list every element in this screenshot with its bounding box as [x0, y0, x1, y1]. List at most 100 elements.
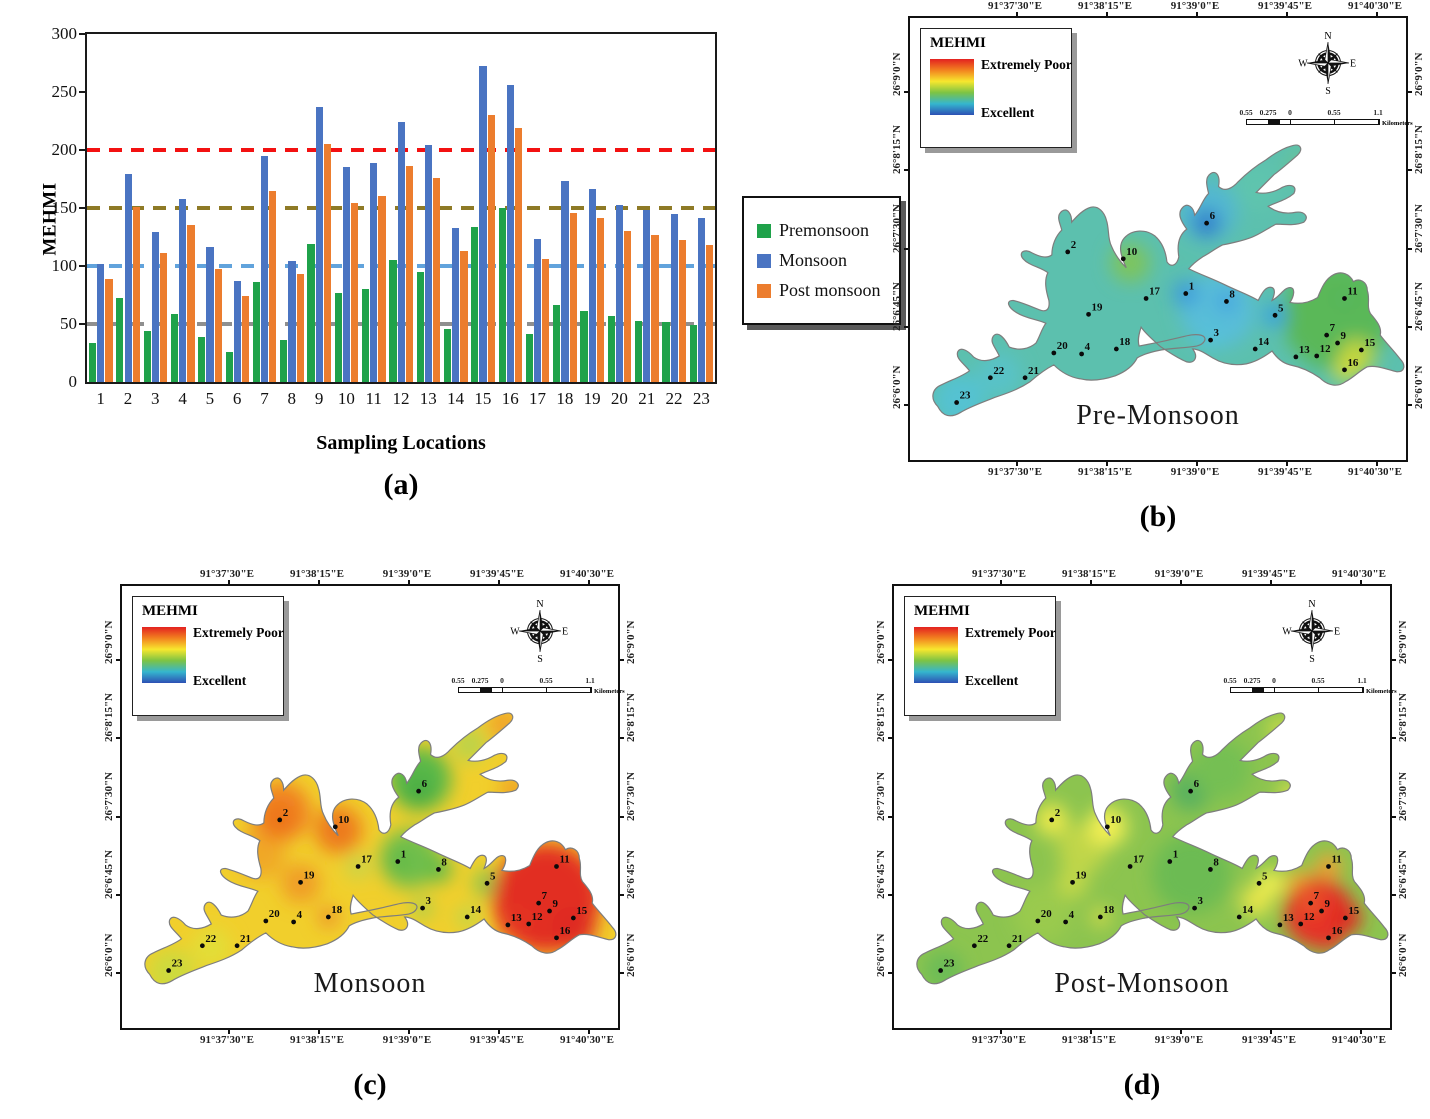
x-tick-label: 22: [665, 389, 683, 408]
sampling-point-22: [199, 943, 205, 949]
scale-bar-segments: [1246, 119, 1380, 125]
axis-tick: [888, 972, 894, 975]
axis-tick: [1106, 460, 1108, 466]
bar-premonsoon-7: [252, 282, 260, 382]
scale-bar: 0.55 0.275 0 0.55 1.1 Kilometers: [1239, 108, 1412, 132]
x-tick-label: 7: [260, 389, 269, 408]
bar-monsoon-11: [370, 162, 378, 382]
latitude-label: 26°7'30"N: [875, 771, 887, 821]
axis-tick: [1196, 460, 1198, 466]
latitude-label: 26°7'30"N: [1413, 203, 1425, 253]
sampling-point-label: 22: [977, 933, 988, 945]
sampling-point-15: [1342, 915, 1348, 921]
latitude-label: 26°9'0"N: [625, 620, 637, 664]
axis-tick: [618, 972, 624, 975]
sampling-point-label: 15: [1348, 905, 1359, 917]
sampling-point-label: 1: [401, 849, 406, 861]
sampling-point-16: [1342, 367, 1347, 373]
sampling-point-23: [938, 968, 944, 973]
x-tick-label: 2: [123, 389, 133, 408]
sampling-point-7: [1308, 900, 1314, 906]
y-tick-mark: [79, 149, 87, 151]
sampling-point-13: [1277, 922, 1283, 928]
sampling-point-17: [355, 864, 361, 869]
longitude-label: 91°39'0"E: [1170, 466, 1220, 478]
axis-tick: [116, 894, 122, 897]
sampling-point-label: 8: [1213, 856, 1219, 868]
sampling-point-15: [1358, 347, 1364, 353]
latitude-labels-right: 26°9'0"N 26°8'15"N 26°7'30"N 26°6'45"N 26°6'…: [1394, 584, 1412, 1030]
longitude-label: 91°38'15"E: [290, 568, 344, 580]
chart-legend: Premonsoon Monsoon Post monsoon: [742, 196, 901, 325]
axis-tick: [1376, 460, 1378, 466]
axis-tick: [498, 580, 500, 586]
sampling-point-label: 4: [297, 909, 303, 921]
sampling-point-6: [416, 788, 421, 794]
sampling-point-17: [1143, 296, 1149, 301]
sampling-point-label: 11: [1347, 286, 1357, 298]
axis-tick: [904, 169, 910, 172]
sampling-point-4: [1079, 351, 1084, 357]
bar-chart-plot-area: 0 50 100 150 200 250 300 1 2 3 4 5 6 7 8 9 10 11 12 13 14 15 1…: [52, 24, 717, 408]
scale-label: 0.55: [539, 676, 553, 685]
panel-a-letter: (a): [383, 468, 419, 501]
sampling-point-label: 20: [1057, 340, 1068, 352]
sampling-point-label: 17: [361, 854, 372, 866]
scale-unit: Kilometers: [1382, 120, 1413, 127]
axis-tick: [116, 972, 122, 975]
longitude-label: 91°39'45"E: [1242, 1034, 1296, 1046]
x-tick-label: 14: [447, 389, 465, 408]
axis-tick: [1360, 580, 1362, 586]
sampling-point-label: 16: [1347, 357, 1358, 369]
latitude-label: 26°6'0"N: [875, 933, 887, 978]
sampling-point-label: 5: [490, 870, 496, 882]
longitude-label: 91°38'15"E: [1062, 1034, 1116, 1046]
sampling-point-2: [277, 817, 283, 823]
latitude-labels-left: 26°9'0"N 26°8'15"N 26°7'30"N 26°6'45"N 26°6'…: [100, 584, 118, 1030]
scale-label: 0.275: [1243, 676, 1261, 685]
sampling-point-label: 12: [1320, 343, 1331, 355]
svg-text:S: S: [1309, 654, 1315, 665]
bar-post-monsoon-20: [624, 231, 632, 382]
scale-label: 1.1: [1373, 108, 1383, 117]
sampling-point-label: 19: [1092, 301, 1103, 313]
sampling-point-label: 21: [240, 933, 251, 945]
bar-monsoon-6: [233, 281, 241, 382]
axis-tick: [888, 894, 894, 897]
longitude-label: 91°39'45"E: [1258, 466, 1312, 478]
latitude-label: 26°6'45"N: [875, 850, 887, 900]
svg-text:W: W: [1282, 627, 1292, 638]
svg-text:E: E: [1334, 627, 1340, 638]
axis-tick: [1000, 1028, 1002, 1034]
sampling-point-label: 20: [1041, 908, 1052, 920]
svg-text:E: E: [1350, 59, 1356, 70]
latitude-label: 26°6'45"N: [625, 850, 637, 900]
longitude-label: 91°40'30"E: [560, 568, 614, 580]
x-tick-label: 13: [419, 389, 437, 408]
axis-tick: [618, 815, 624, 818]
y-tick-label: 0: [68, 372, 78, 391]
premonsoon-swatch: [757, 223, 771, 238]
sampling-point-label: 23: [172, 958, 183, 970]
longitude-label: 91°39'45"E: [470, 568, 524, 580]
latitude-label: 26°9'0"N: [1397, 620, 1409, 664]
sampling-point-label: 6: [1194, 778, 1200, 790]
bar-monsoon-17: [534, 239, 542, 382]
latitude-label: 26°9'0"N: [875, 620, 887, 664]
sampling-point-14: [464, 914, 470, 920]
axis-tick: [888, 658, 894, 661]
sampling-point-23: [166, 968, 172, 973]
sampling-point-label: 7: [1330, 322, 1336, 334]
axis-tick: [904, 247, 910, 250]
x-tick-label: 20: [610, 389, 628, 408]
bar-post-monsoon-11: [378, 196, 386, 382]
sampling-point-17: [1127, 864, 1133, 869]
bar-monsoon-13: [424, 145, 433, 382]
y-tick-mark: [79, 91, 87, 93]
x-tick-label: 15: [474, 389, 492, 408]
bar-premonsoon-8: [280, 340, 288, 382]
scale-label: 0: [1272, 676, 1276, 685]
axis-tick: [1286, 12, 1288, 18]
